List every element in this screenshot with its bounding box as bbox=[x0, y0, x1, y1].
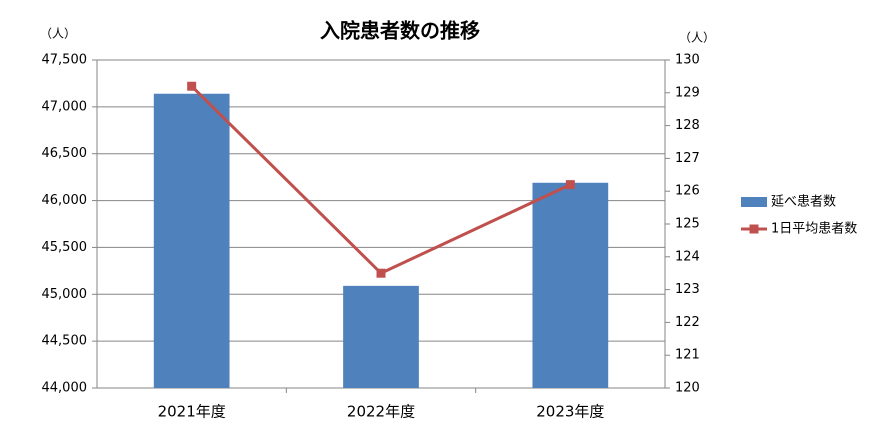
y2-tick-label: 127 bbox=[675, 151, 700, 166]
y-tick-label: 47,000 bbox=[42, 99, 88, 114]
legend-swatch bbox=[741, 197, 767, 207]
marker bbox=[187, 81, 197, 91]
bar bbox=[343, 285, 419, 388]
x-tick-label: 2021年度 bbox=[158, 403, 226, 421]
y-tick-label: 47,500 bbox=[42, 53, 88, 68]
y2-tick-label: 126 bbox=[675, 184, 700, 199]
y2-unit-label: （人） bbox=[679, 31, 715, 45]
marker bbox=[565, 180, 575, 190]
y2-tick-label: 124 bbox=[675, 249, 700, 264]
y-unit-label: （人） bbox=[40, 27, 76, 41]
y2-tick-label: 128 bbox=[675, 118, 700, 133]
y-tick-label: 46,500 bbox=[42, 146, 88, 161]
y2-tick-label: 120 bbox=[675, 381, 700, 396]
y2-tick-label: 130 bbox=[675, 53, 700, 68]
y-tick-label: 44,000 bbox=[42, 381, 88, 396]
y2-tick-label: 125 bbox=[675, 217, 700, 232]
y2-tick-label: 129 bbox=[675, 85, 700, 100]
legend-label: 延べ患者数 bbox=[771, 195, 836, 210]
y2-tick-label: 121 bbox=[675, 348, 700, 363]
y2-tick-label: 122 bbox=[675, 315, 700, 330]
y-tick-label: 45,500 bbox=[42, 240, 88, 255]
line bbox=[190, 85, 571, 276]
bar bbox=[153, 93, 230, 388]
legend-label: 1日平均患者数 bbox=[771, 222, 857, 237]
y-tick-label: 45,000 bbox=[42, 287, 88, 302]
marker bbox=[376, 268, 386, 278]
y-tick-label: 46,000 bbox=[42, 193, 88, 208]
bar bbox=[532, 182, 609, 388]
x-tick-label: 2023年度 bbox=[536, 403, 604, 421]
chart-title: 入院患者数の推移 bbox=[320, 19, 480, 43]
y2-tick-label: 123 bbox=[675, 282, 700, 297]
x-tick-label: 2022年度 bbox=[347, 403, 415, 421]
y-tick-label: 44,500 bbox=[42, 334, 88, 349]
legend-swatch bbox=[749, 224, 759, 234]
